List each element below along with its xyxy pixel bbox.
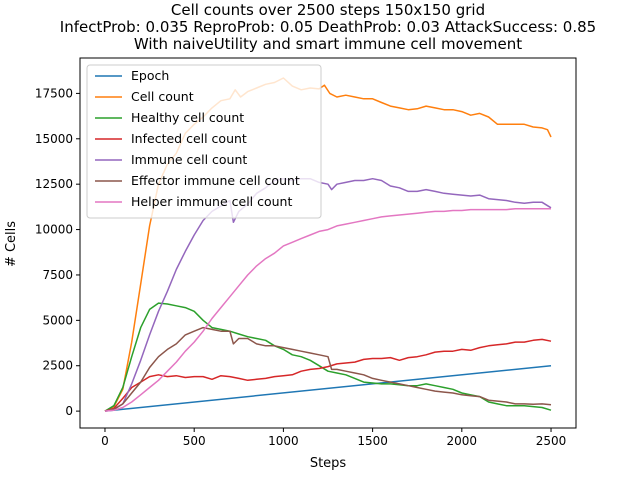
x-axis-label: Steps (310, 456, 347, 471)
x-tick-label: 2500 (536, 434, 567, 448)
y-tick-label: 10000 (35, 223, 73, 237)
x-tick-label: 500 (183, 434, 206, 448)
legend-entry: Effector immune cell count (131, 173, 300, 188)
y-tick-label: 7500 (42, 268, 73, 282)
chart-title-line-2: InfectProb: 0.035 ReproProb: 0.05 DeathP… (60, 18, 596, 36)
chart-title-line-1: Cell counts over 2500 steps 150x150 grid (171, 1, 485, 19)
x-tick-label: 1500 (357, 434, 388, 448)
x-tick-label: 2000 (447, 434, 478, 448)
legend-entry: Epoch (131, 68, 169, 83)
series-line-helper-immune-cell-count (104, 207, 551, 412)
y-tick-label: 15000 (35, 132, 73, 146)
y-tick-label: 5000 (42, 313, 73, 327)
series-line-effector-immune-cell-count (104, 326, 552, 412)
legend-entry: Cell count (131, 89, 194, 104)
chart-title-line-3: With naiveUtility and smart immune cell … (134, 35, 522, 53)
legend-entry: Immune cell count (131, 152, 247, 167)
legend-entry: Infected cell count (131, 131, 247, 146)
y-tick-label: 2500 (42, 359, 73, 373)
legend-entry: Helper immune cell count (131, 194, 292, 209)
series-line-epoch (104, 364, 552, 412)
axes-frame (79, 57, 577, 429)
legend-box (86, 64, 322, 219)
series-line-infected-cell-count (104, 338, 552, 412)
plot-area: 0 500 1000 1500 2000 2500 0 2500 5000 7500 10000 12… (35, 57, 577, 448)
x-tick-label: 1000 (268, 434, 299, 448)
y-tick-label: 12500 (35, 177, 73, 191)
x-tick-label: 0 (101, 434, 109, 448)
series-line-immune-cell-count (104, 177, 552, 412)
legend-entry: Healthy cell count (131, 110, 244, 125)
y-axis-label: # Cells (4, 221, 19, 267)
y-tick-label: 17500 (35, 86, 73, 100)
y-tick-label: 0 (65, 404, 73, 418)
